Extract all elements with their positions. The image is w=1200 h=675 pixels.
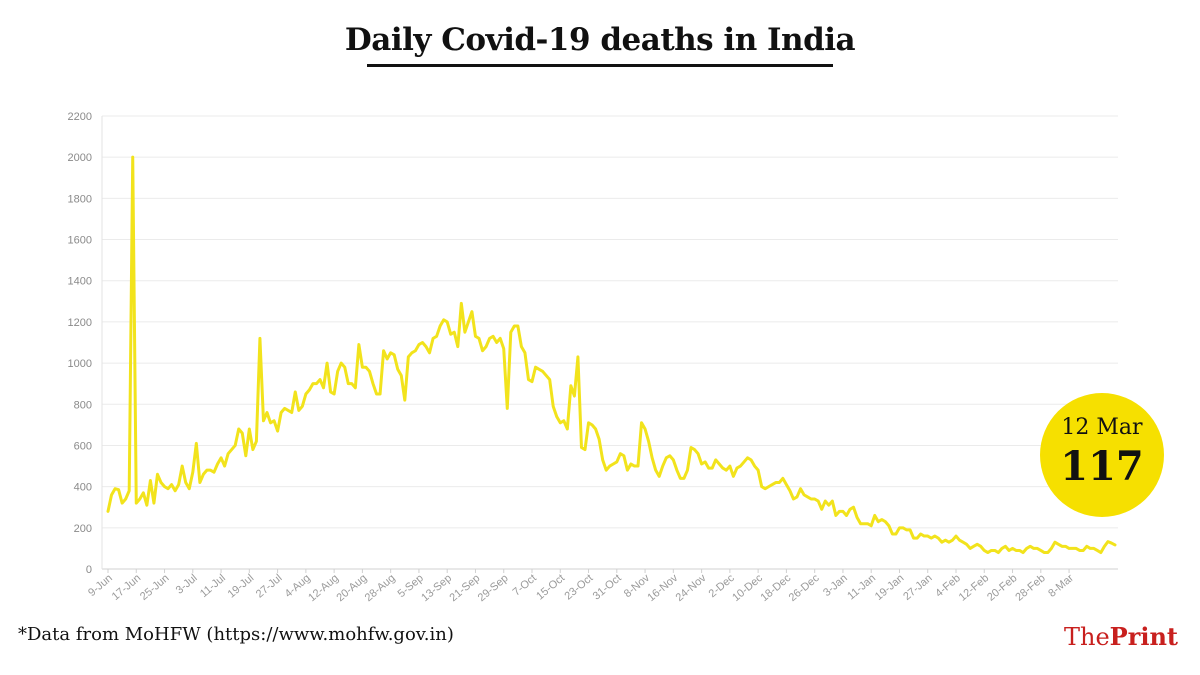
x-tick-label: 12-Feb — [957, 572, 991, 604]
y-tick-label: 2000 — [68, 152, 92, 164]
y-tick-label: 400 — [74, 482, 92, 494]
brand-logo: ThePrint — [1063, 622, 1178, 651]
x-tick-label: 12-Aug — [306, 572, 341, 604]
x-tick-label: 10-Dec — [730, 572, 765, 604]
y-tick-label: 1200 — [68, 317, 92, 329]
x-tick-label: 15-Oct — [534, 572, 567, 602]
gridlines — [101, 115, 1118, 570]
x-tick-label: 13-Sep — [419, 572, 454, 604]
x-tick-label: 28-Feb — [1013, 572, 1047, 604]
x-tick-label: 8-Mar — [1046, 572, 1076, 600]
x-tick-label: 25-Jun — [138, 572, 171, 603]
x-tick-label: 26-Dec — [787, 572, 822, 604]
x-tick-label: 28-Aug — [363, 572, 398, 604]
y-tick-label: 0 — [86, 564, 92, 576]
x-tick-label: 27-Jan — [901, 572, 934, 603]
x-tick-label: 24-Nov — [674, 572, 709, 604]
badge-date: 12 Mar — [1061, 415, 1143, 440]
source-note: *Data from MoHFW (https://www.mohfw.gov.… — [18, 624, 454, 645]
x-tick-label: 29-Sep — [476, 572, 511, 604]
x-tick-label: 18-Dec — [758, 572, 793, 604]
title-underline — [367, 64, 833, 67]
x-tick-label: 21-Sep — [447, 572, 482, 604]
y-tick-label: 2200 — [68, 111, 92, 123]
x-tick-label: 19-Jan — [873, 572, 906, 603]
x-tick-label: 20-Aug — [334, 572, 369, 604]
chart-title: Daily Covid-19 deaths in India — [344, 22, 856, 58]
y-axis-ticks: 0 200 400 600 800 1000 1200 1400 1600 1800 2000 220… — [68, 111, 92, 576]
x-tick-label: 23-Oct — [562, 572, 595, 602]
x-tick-label: 17-Jun — [110, 572, 143, 603]
badge-value: 117 — [1060, 443, 1144, 490]
y-tick-label: 1000 — [68, 358, 92, 370]
y-tick-label: 800 — [74, 399, 92, 411]
y-tick-label: 1400 — [68, 276, 92, 288]
y-tick-label: 1800 — [68, 193, 92, 205]
x-tick-label: 19-Jul — [226, 572, 257, 600]
x-tick-label: 11-Jul — [198, 572, 228, 600]
x-tick-label: 11-Jan — [845, 572, 878, 602]
y-tick-label: 200 — [74, 523, 92, 535]
latest-value-badge: 12 Mar 117 — [1040, 393, 1164, 517]
y-tick-label: 600 — [74, 440, 92, 452]
deaths-line — [106, 155, 1117, 555]
x-tick-label: 16-Nov — [645, 572, 680, 604]
x-tick-label: 27-Jul — [254, 572, 285, 600]
x-tick-label: 3-Jul — [174, 572, 200, 597]
x-tick-label: 20-Feb — [985, 572, 1019, 604]
y-tick-label: 1600 — [68, 235, 92, 247]
x-tick-label: 31-Oct — [591, 572, 624, 602]
